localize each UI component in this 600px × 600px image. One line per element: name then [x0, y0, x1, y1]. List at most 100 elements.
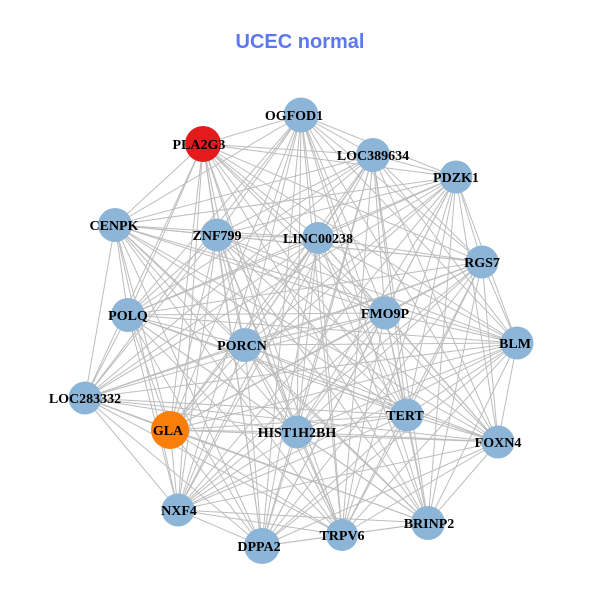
graph-edge	[177, 234, 218, 511]
graph-edge	[216, 234, 319, 239]
graph-edge	[296, 342, 518, 433]
graph-edge	[244, 344, 499, 443]
graph-edge	[427, 176, 457, 524]
graph-node-LINC00238	[302, 222, 334, 254]
graph-edge	[261, 237, 319, 547]
graph-edge	[406, 342, 518, 416]
graph-node-PLA2G3	[185, 126, 221, 162]
graph-edge	[169, 176, 457, 431]
graph-edge	[202, 143, 319, 239]
graph-edge	[261, 414, 408, 547]
graph-edge	[169, 342, 518, 431]
graph-edge	[406, 261, 483, 416]
graph-edge	[169, 154, 374, 431]
graph-edge	[127, 314, 499, 443]
graph-edge	[372, 154, 483, 263]
graph-edge	[127, 314, 343, 536]
graph-edge	[300, 114, 386, 314]
label-layer: OGFOD1 PLA2G3 LOC389634 PDZK1 CENPK ZNF799 LIN…	[49, 109, 531, 555]
graph-node-LOC389634	[356, 138, 390, 172]
graph-node-label-FOXN4: FOXN4	[475, 436, 522, 451]
graph-edge	[202, 143, 457, 178]
graph-edge	[177, 342, 518, 511]
graph-edge	[84, 224, 116, 399]
graph-edge	[177, 312, 386, 511]
graph-edge	[372, 154, 386, 314]
node-layer	[68, 97, 534, 564]
graph-edge	[169, 429, 429, 524]
graph-node-label-ZNF799: ZNF799	[193, 229, 242, 244]
graph-edge	[127, 237, 319, 316]
graph-node-FMO9P	[368, 296, 402, 330]
graph-edge	[177, 114, 302, 511]
graph-edge	[261, 261, 483, 547]
graph-edge	[341, 312, 386, 536]
graph-edge	[261, 431, 298, 547]
graph-edge	[114, 224, 499, 443]
graph-node-PORCN	[228, 328, 262, 362]
graph-node-HIST1H2BH	[280, 415, 314, 449]
graph-edge	[341, 154, 374, 536]
graph-edge	[216, 176, 457, 236]
graph-edge	[341, 261, 483, 536]
graph-node-label-TRPV6: TRPV6	[319, 529, 364, 544]
graph-node-label-NXF4: NXF4	[161, 504, 197, 519]
graph-edge	[177, 176, 457, 511]
graph-edge	[127, 176, 457, 316]
graph-edge	[177, 509, 429, 524]
graph-edge	[406, 414, 429, 524]
graph-edge	[114, 224, 179, 511]
graph-edge	[177, 431, 298, 511]
graph-node-TRPV6	[326, 519, 358, 551]
graph-edge	[177, 143, 204, 511]
edge-layer	[84, 114, 518, 547]
graph-edge	[341, 414, 408, 536]
graph-node-FOXN4	[481, 425, 515, 459]
graph-edge	[127, 154, 374, 316]
graph-edge	[244, 176, 457, 346]
graph-edge	[216, 234, 386, 314]
graph-edge	[84, 261, 483, 399]
graph-edge	[216, 234, 246, 346]
graph-edge	[244, 114, 302, 346]
graph-edge	[384, 312, 518, 344]
graph-node-TERT	[390, 398, 424, 432]
graph-edge	[244, 342, 518, 346]
graph-node-LOC283332	[68, 381, 102, 415]
graph-edge	[296, 312, 386, 433]
graph-edge	[84, 342, 518, 399]
graph-edge	[127, 314, 179, 511]
graph-node-label-PDZK1: PDZK1	[433, 171, 479, 186]
graph-edge	[114, 143, 204, 226]
graph-edge	[300, 114, 319, 239]
graph-edge	[317, 237, 518, 344]
graph-edge	[497, 342, 518, 443]
graph-edge	[216, 234, 408, 416]
graph-edge	[84, 176, 457, 399]
graph-node-label-HIST1H2BH: HIST1H2BH	[258, 426, 337, 441]
graph-edge	[427, 441, 499, 524]
graph-edge	[177, 509, 343, 536]
graph-edge	[84, 397, 179, 511]
graph-edge	[177, 441, 499, 511]
graph-node-PDZK1	[439, 160, 473, 194]
graph-edge	[177, 414, 408, 511]
graph-node-label-DPPA2: DPPA2	[237, 540, 280, 555]
graph-edge	[202, 143, 374, 156]
graph-edge	[127, 312, 386, 316]
graph-edge	[244, 344, 263, 547]
graph-edge	[169, 234, 218, 431]
graph-edge	[127, 314, 408, 416]
graph-edge	[300, 114, 483, 263]
graph-edge	[169, 429, 499, 443]
graph-edge	[300, 114, 343, 536]
graph-edge	[202, 143, 499, 443]
graph-node-label-BRINP2: BRINP2	[404, 517, 455, 532]
graph-edge	[481, 261, 499, 443]
graph-node-label-CENPK: CENPK	[90, 219, 139, 234]
graph-node-label-OGFOD1: OGFOD1	[265, 109, 323, 124]
graph-edge	[372, 154, 429, 524]
graph-edge	[317, 237, 483, 263]
graph-node-ZNF799	[200, 218, 234, 252]
chart-title: UCEC normal	[235, 31, 365, 53]
